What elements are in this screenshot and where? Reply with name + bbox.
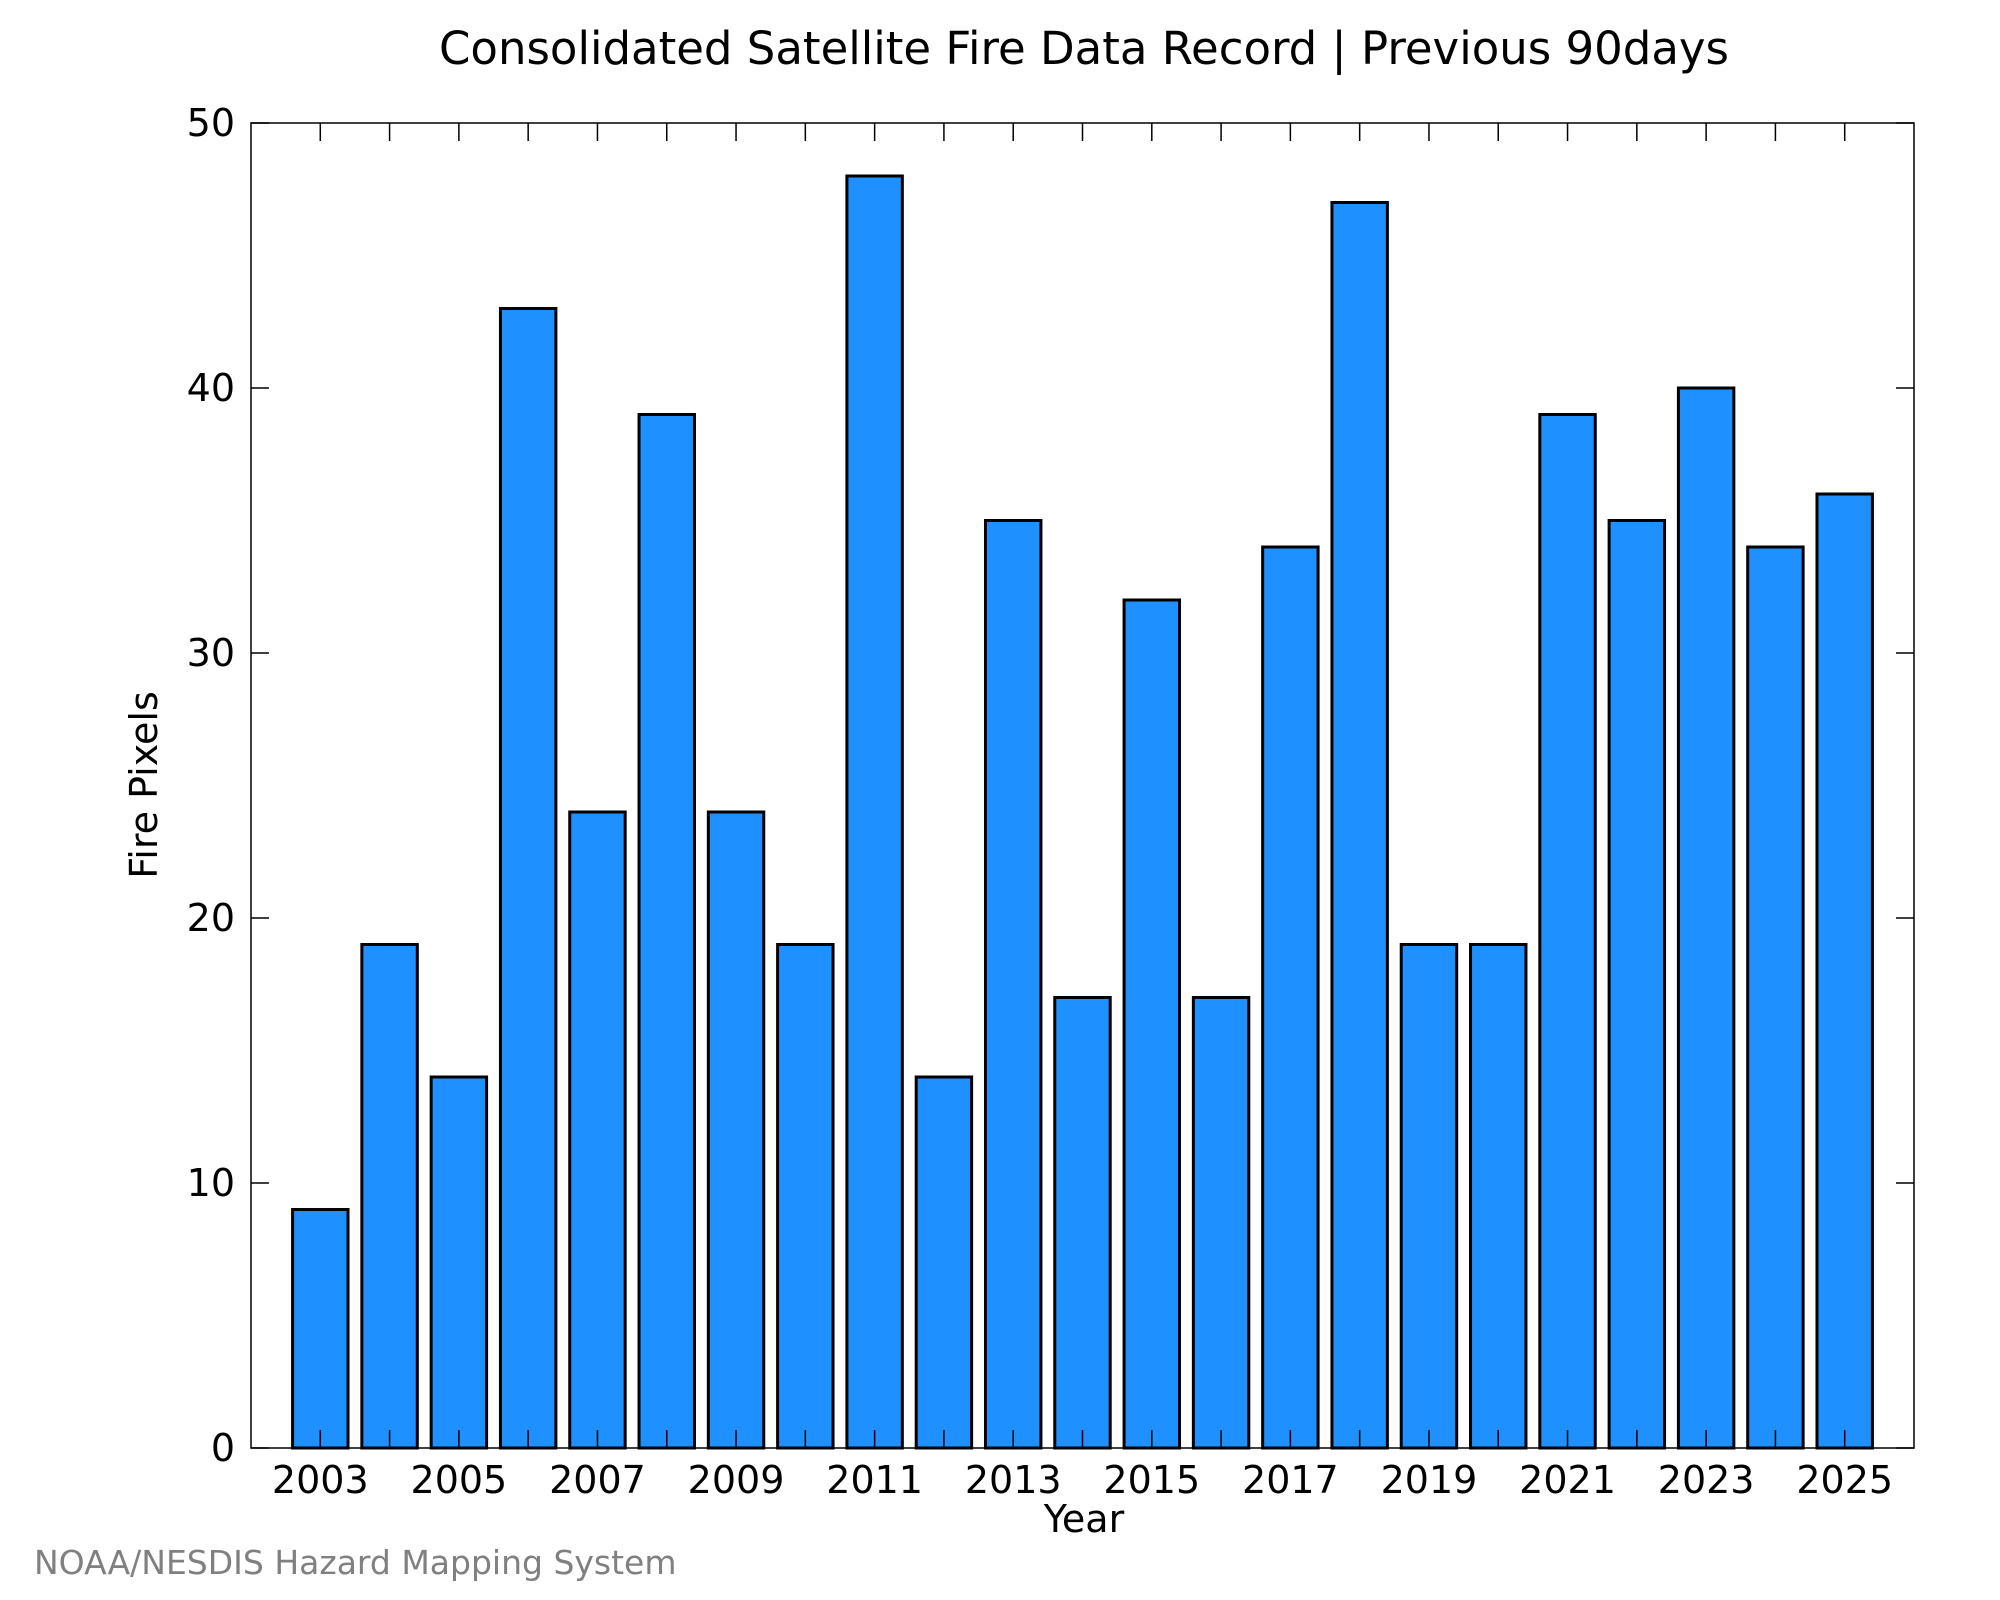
- bar-2023: [1676, 386, 1736, 1450]
- x-axis-label: Year: [1043, 1497, 1125, 1541]
- bar-2007: [568, 810, 627, 1450]
- bar-2005: [429, 1075, 489, 1450]
- x-tick-label: 2005: [411, 1458, 508, 1502]
- bar-2021: [1538, 413, 1597, 1450]
- bar-2009: [706, 810, 766, 1450]
- bar-2013: [983, 519, 1043, 1450]
- y-axis-label: Fire Pixels: [122, 691, 166, 879]
- ticks-group: 0 10 20 30 40 50 2003 2005 2007 2009 2011 2013 2015 2…: [187, 101, 1914, 1502]
- bar-2022: [1607, 519, 1667, 1450]
- bar-2016: [1191, 996, 1251, 1450]
- x-tick-label: 2023: [1658, 1458, 1755, 1502]
- bar-2008: [637, 413, 696, 1450]
- bars-group: [291, 174, 1874, 1450]
- bar-2004: [360, 943, 419, 1450]
- chart-title: Consolidated Satellite Fire Data Record …: [439, 22, 1729, 75]
- y-tick-label: 30: [187, 631, 235, 675]
- x-tick-label: 2017: [1242, 1458, 1339, 1502]
- bar-2018: [1330, 201, 1389, 1450]
- bar-2011: [845, 174, 904, 1450]
- x-tick-label: 2013: [965, 1458, 1062, 1502]
- y-tick-label: 20: [187, 896, 235, 940]
- bar-2010: [776, 943, 835, 1450]
- bar-2014: [1053, 996, 1112, 1450]
- bar-2012: [914, 1075, 974, 1450]
- x-tick-label: 2007: [549, 1458, 646, 1502]
- bar-2020: [1469, 943, 1528, 1450]
- x-tick-label: 2009: [688, 1458, 785, 1502]
- bar-2019: [1399, 943, 1459, 1450]
- x-tick-label: 2011: [826, 1458, 923, 1502]
- x-tick-label: 2019: [1381, 1458, 1478, 1502]
- x-tick-label: 2025: [1796, 1458, 1893, 1502]
- bar-2024: [1746, 545, 1805, 1450]
- bar-2015: [1122, 598, 1182, 1450]
- x-tick-label: 2015: [1103, 1458, 1200, 1502]
- plot-frame: [250, 122, 1915, 1449]
- x-tick-label: 2003: [272, 1458, 369, 1502]
- bar-2003: [291, 1208, 350, 1450]
- bar-2025: [1815, 492, 1874, 1450]
- y-tick-label: 50: [187, 101, 235, 145]
- y-tick-label: 10: [187, 1161, 235, 1205]
- source-credit: NOAA/NESDIS Hazard Mapping System: [34, 1543, 677, 1582]
- x-tick-label: 2021: [1519, 1458, 1616, 1502]
- y-tick-label: 40: [187, 366, 235, 410]
- bar-2017: [1261, 545, 1320, 1450]
- bar-2006: [498, 307, 558, 1450]
- y-tick-label: 0: [211, 1426, 235, 1470]
